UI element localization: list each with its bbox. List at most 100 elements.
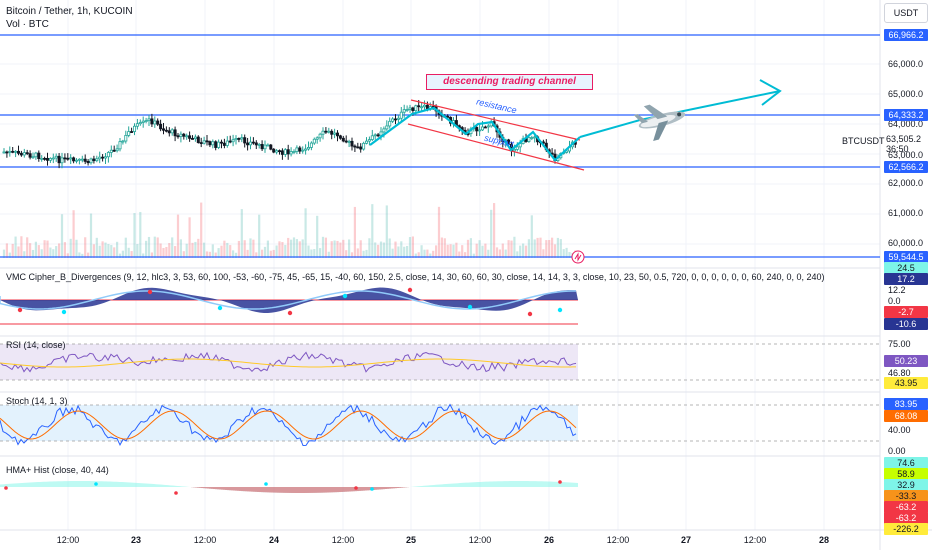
price-tag-resistance: 64,333.2	[884, 109, 928, 121]
candle-body	[248, 141, 252, 146]
candle-body	[14, 150, 18, 153]
rsi-pane	[0, 343, 880, 381]
volume-bar	[142, 253, 145, 258]
vmc-axis-tick: 12.2	[888, 285, 906, 295]
candle-body	[179, 133, 183, 137]
candle-body	[399, 111, 403, 119]
stoch-k-tag: 83.95	[884, 398, 928, 410]
candle-body	[309, 142, 313, 148]
rsi-indicator-label[interactable]: RSI (14, close)	[6, 340, 66, 350]
volume-bar	[513, 236, 516, 258]
candle-body	[353, 145, 357, 148]
projection-line	[579, 119, 641, 138]
candle-body	[19, 152, 23, 156]
price-path-drawing	[369, 106, 581, 162]
vmc-dot	[407, 287, 413, 293]
stoch-d-line	[0, 410, 577, 440]
descending-channel[interactable]	[369, 79, 782, 171]
rsi-axis-tick: 75.00	[888, 339, 911, 349]
scroll-to-realtime-icon[interactable]	[571, 250, 585, 264]
candle-body	[263, 144, 267, 150]
volume-bar	[240, 209, 243, 258]
candle-body	[344, 140, 348, 143]
candle-body	[77, 158, 81, 161]
candle-body	[289, 151, 293, 155]
candle-body	[115, 148, 119, 152]
volume-bar	[437, 206, 441, 258]
volume-bar	[78, 252, 81, 258]
volume-bar	[17, 246, 20, 258]
candle-body	[318, 133, 322, 139]
candle-body	[60, 157, 64, 164]
candle-body	[66, 157, 70, 160]
volume-bar	[234, 252, 238, 258]
volume-bar	[60, 214, 64, 258]
volume-bar	[443, 238, 446, 258]
volume-bar	[379, 241, 383, 258]
volume-bar	[359, 240, 362, 258]
volume-bar	[307, 245, 310, 258]
volume-bar	[37, 245, 40, 258]
volume-bar	[200, 202, 203, 258]
rsi-value-tag: 50.23	[884, 355, 928, 367]
volume-bar	[150, 252, 153, 258]
volume-bar	[258, 214, 261, 258]
volume-bar	[113, 247, 116, 258]
stoch-indicator-label[interactable]: Stoch (14, 1, 3)	[6, 396, 68, 406]
candle-body	[8, 150, 12, 153]
volume-bar	[342, 239, 345, 258]
channel-title-label[interactable]: descending trading channel	[426, 74, 593, 90]
candle-body	[312, 138, 316, 144]
vmc-dot	[147, 289, 153, 295]
channel-lower-line	[407, 123, 585, 171]
volume-bar	[275, 245, 278, 258]
horizontal-levels[interactable]	[0, 34, 880, 258]
volume-bar	[261, 249, 264, 258]
volume-bar	[316, 215, 319, 258]
candle-body	[301, 149, 305, 152]
candle-body	[48, 158, 52, 161]
volume-bar	[371, 204, 374, 258]
candle-body	[486, 125, 490, 128]
currency-button[interactable]: USDT	[884, 3, 928, 23]
candle-body	[132, 125, 136, 132]
volume-bar	[466, 239, 470, 258]
volume-bar	[220, 245, 223, 258]
volume-bar	[252, 239, 255, 258]
candle-body	[527, 137, 531, 142]
candle-body	[173, 129, 177, 137]
candle-body	[420, 106, 424, 109]
volume-bar	[217, 248, 220, 258]
candle-body	[121, 140, 125, 143]
volume-bar	[232, 250, 235, 258]
price-tick: 62,000.0	[888, 178, 924, 188]
volume-bar	[139, 211, 142, 258]
volume-bar	[226, 242, 229, 258]
volume-bar	[435, 245, 438, 258]
vmc-indicator-label[interactable]: VMC Cipher_B_Divergences (9, 12, hlc3, 3…	[6, 272, 825, 282]
symbol-title[interactable]: Bitcoin / Tether, 1h, KUCOIN	[6, 6, 133, 17]
countdown-label: 36:50	[886, 144, 909, 154]
candle-body	[34, 152, 38, 158]
volume-bar	[136, 244, 139, 258]
volume-bar	[121, 250, 124, 258]
time-tick: 26	[543, 535, 555, 545]
volume-bar	[408, 237, 412, 258]
vmc-axis-tick: 0.0	[888, 296, 901, 306]
volume-bar	[429, 253, 432, 258]
candle-body	[376, 134, 380, 137]
volume-label: Vol · BTC	[6, 19, 49, 30]
candle-body	[225, 140, 229, 146]
candle-body	[22, 152, 26, 156]
volume-bar	[498, 249, 501, 258]
volume-bar	[403, 246, 406, 258]
hma-indicator-label[interactable]: HMA+ Hist (close, 40, 44)	[6, 465, 109, 475]
volume-bar	[118, 253, 122, 258]
volume-bar	[208, 251, 211, 258]
candle-body	[217, 141, 221, 148]
vmc-value-tag: -10.6	[884, 318, 928, 330]
candle-body	[304, 148, 308, 151]
candle-body	[260, 144, 264, 150]
candle-body	[89, 158, 93, 164]
